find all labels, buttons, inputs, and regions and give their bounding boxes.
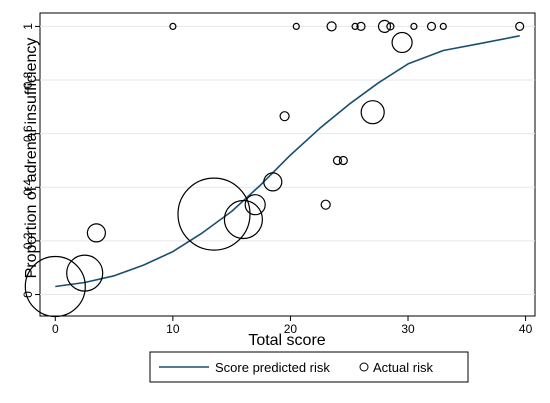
predicted-risk-line — [55, 35, 520, 288]
actual-risk-point — [169, 22, 177, 30]
actual-risk-point — [386, 22, 395, 31]
plot-area — [39, 12, 536, 317]
y-tick-label: 0 — [21, 291, 35, 298]
legend: Score predicted risk Actual risk — [149, 351, 469, 383]
actual-risk-point — [263, 172, 283, 192]
x-tick-label: 40 — [519, 322, 533, 336]
actual-risk-point — [177, 177, 251, 251]
x-tick-label: 0 — [52, 322, 59, 336]
x-tick-label: 30 — [401, 322, 415, 336]
actual-risk-point — [332, 155, 343, 166]
actual-risk-point — [515, 21, 525, 31]
actual-risk-point — [326, 21, 337, 32]
actual-risk-point — [320, 199, 331, 210]
actual-risk-points — [24, 19, 525, 318]
actual-risk-point — [66, 254, 104, 292]
grid-lines — [40, 25, 535, 296]
y-tick-label: 0.6 — [21, 125, 35, 142]
actual-risk-point — [391, 31, 413, 54]
axes: 00.20.40.60.810 10 20 30 40 — [21, 23, 533, 336]
y-axis-title: Proportion of adrenal insufficiency — [23, 38, 40, 279]
y-tick-label: 0.2 — [21, 232, 35, 249]
actual-risk-point — [292, 22, 300, 30]
legend-label-actual: Actual risk — [373, 360, 433, 375]
y-tick-label: 0.4 — [21, 179, 35, 196]
actual-risk-point — [86, 223, 107, 243]
actual-risk-point — [439, 22, 447, 30]
actual-risk-point — [356, 21, 366, 31]
x-axis-title: Total score — [248, 332, 325, 349]
actual-risk-point — [24, 255, 86, 318]
legend-label-predicted: Score predicted risk — [215, 360, 330, 375]
y-tick-label: 1 — [21, 23, 35, 30]
actual-risk-point — [377, 19, 392, 33]
actual-risk-point — [360, 100, 385, 125]
actual-risk-point — [223, 199, 263, 240]
predicted-risk-line-layer — [55, 35, 520, 288]
actual-risk-point — [426, 21, 437, 31]
actual-risk-point — [351, 22, 359, 30]
actual-risk-point — [244, 194, 266, 216]
actual-risk-point — [279, 111, 290, 122]
y-tick-label: 0.8 — [21, 71, 35, 88]
actual-risk-point — [338, 155, 348, 166]
x-tick-label: 10 — [166, 322, 180, 336]
x-tick-label: 20 — [284, 322, 298, 336]
legend-circle-swatch — [359, 362, 369, 372]
actual-risk-point — [410, 22, 418, 30]
